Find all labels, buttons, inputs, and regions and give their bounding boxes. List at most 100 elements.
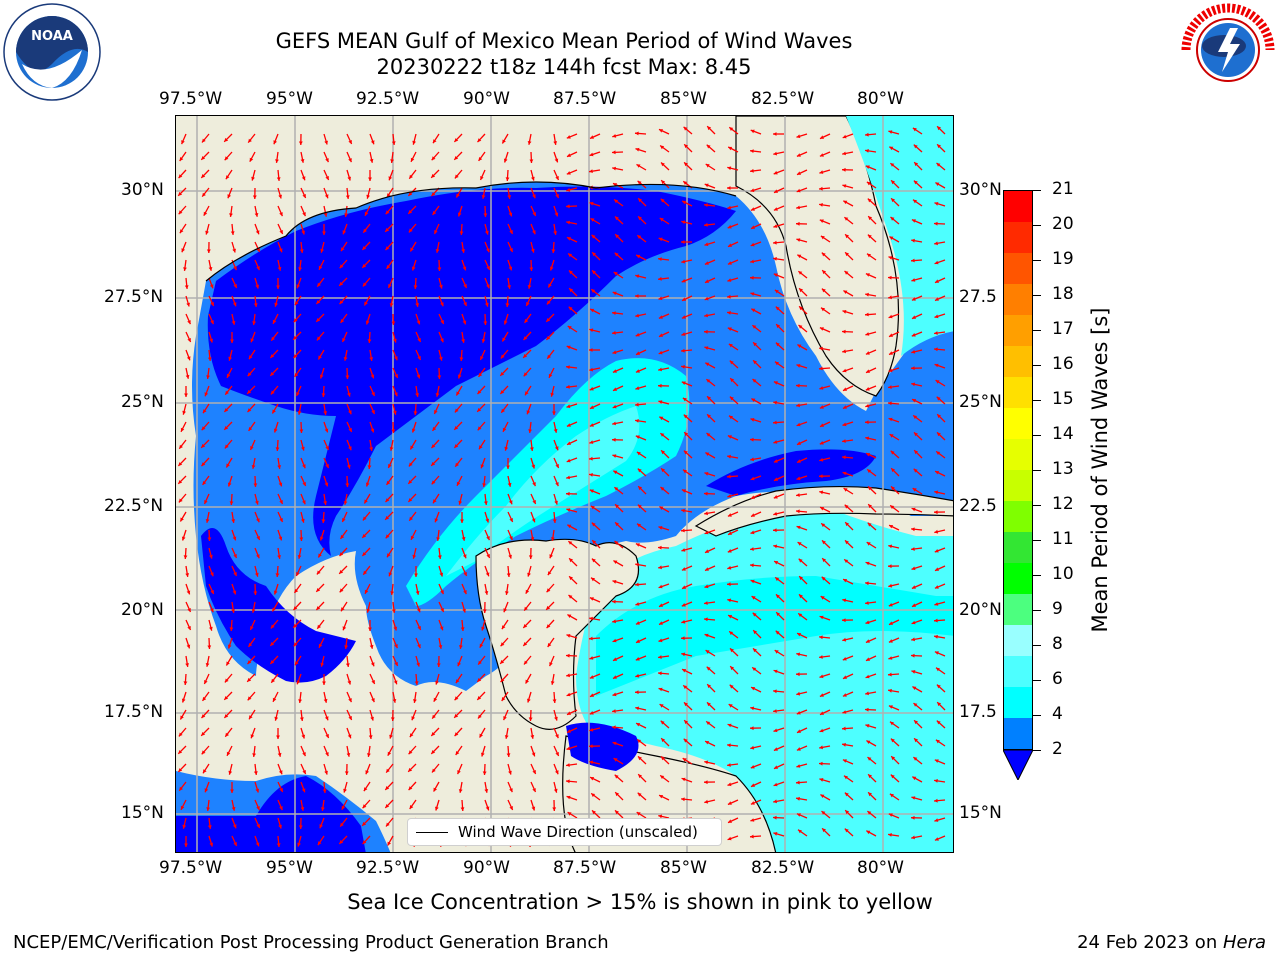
wave-arrow-head	[478, 372, 483, 377]
wave-arrow-head	[393, 338, 397, 343]
wave-arrow-head	[660, 198, 665, 203]
wave-arrow-head	[368, 177, 372, 181]
wave-arrow-head	[486, 284, 490, 289]
wave-arrow-head	[750, 530, 755, 535]
wave-arrow-head	[842, 184, 847, 188]
wave-arrow-head	[683, 414, 688, 419]
wave-arrow-head	[180, 517, 184, 522]
wave-arrow-head	[187, 626, 191, 630]
colorbar-tick-mark	[1033, 225, 1041, 226]
wave-arrow-head	[796, 813, 801, 817]
wave-arrow-head	[936, 720, 941, 725]
wave-arrow-head	[635, 386, 640, 390]
wave-arrow-head	[409, 174, 413, 179]
wave-arrow-head	[592, 540, 597, 545]
wave-arrow-head	[635, 369, 640, 373]
wave-arrow-head	[523, 336, 528, 340]
wave-arrow-head	[481, 752, 485, 757]
wave-arrow-head	[180, 715, 184, 720]
wave-arrow-head	[485, 230, 489, 235]
wave-arrow-head	[773, 257, 777, 261]
wave-arrow-head	[293, 318, 298, 323]
wave-arrow-head	[865, 601, 869, 605]
wave-arrow-head	[295, 661, 299, 666]
wave-arrow-head	[635, 435, 640, 439]
wave-arrow-head	[323, 698, 328, 703]
wave-arrow-head	[681, 332, 686, 336]
wave-arrow-head	[661, 756, 665, 761]
wave-arrow-head	[868, 216, 873, 221]
wave-arrow-head	[364, 589, 369, 594]
wave-arrow-head	[184, 843, 188, 847]
wave-arrow-head	[345, 663, 350, 667]
wave-arrow-head	[431, 192, 436, 197]
atlantic-water	[846, 116, 953, 356]
wave-arrow-head	[798, 325, 803, 329]
colorbar-tick-mark	[1033, 575, 1041, 576]
wave-arrow-head	[888, 639, 893, 643]
wave-arrow-head	[413, 285, 418, 289]
wave-arrow-head	[822, 270, 827, 275]
wave-arrow-head	[454, 138, 459, 142]
wave-arrow-head	[615, 234, 620, 239]
wave-arrow-head	[255, 788, 260, 793]
wave-arrow-head	[773, 832, 778, 836]
wave-arrow-head	[612, 404, 617, 409]
wave-arrow-head	[819, 635, 823, 640]
wave-arrow-head	[207, 825, 212, 829]
wave-arrow-head	[888, 564, 892, 569]
wave-arrow-head	[750, 834, 754, 839]
colorbar-tick-mark	[1033, 260, 1041, 261]
wave-arrow-head	[323, 411, 328, 415]
wave-arrow-head	[318, 553, 322, 558]
wave-arrow-head	[865, 351, 870, 355]
wave-arrow-head	[458, 789, 463, 793]
wave-arrow-head	[613, 272, 618, 276]
colorbar-tick-mark	[1033, 295, 1041, 296]
wave-arrow-head	[589, 440, 594, 444]
wave-arrow-head	[589, 760, 594, 765]
wave-arrow-head	[684, 144, 688, 149]
colorbar-tick-label: 6	[1052, 669, 1063, 689]
wave-arrow-head	[589, 636, 593, 641]
wave-arrow-head	[612, 369, 617, 373]
wave-arrow-head	[477, 696, 482, 700]
wave-arrow-head	[637, 504, 642, 509]
colorbar-segment	[1004, 718, 1032, 749]
wave-arrow-head	[935, 182, 940, 186]
wave-arrow-head	[751, 513, 755, 517]
wave-arrow-head	[202, 138, 206, 143]
wave-arrow-head	[436, 663, 441, 667]
wave-arrow-head	[865, 724, 870, 728]
wave-arrow-head	[390, 159, 394, 163]
wave-arrow-head	[298, 699, 302, 703]
map-panel	[175, 115, 954, 853]
lat-label: 15°N	[121, 803, 164, 823]
wave-arrow-head	[185, 663, 189, 667]
wave-arrow-head	[270, 354, 275, 358]
wave-arrow-head	[431, 732, 436, 736]
wave-arrow-head	[230, 231, 235, 235]
wave-arrow-head	[612, 741, 617, 746]
wave-arrow-head	[546, 624, 551, 629]
wave-arrow-head	[589, 489, 594, 493]
wave-arrow-head	[203, 409, 207, 414]
wave-arrow-head	[482, 771, 487, 775]
wave-arrow-head	[365, 770, 369, 775]
wave-arrow-head	[635, 419, 639, 423]
wave-arrow-head	[321, 393, 326, 397]
wave-arrow-head	[820, 235, 825, 240]
wave-arrow-head	[658, 671, 662, 676]
wave-arrow-head	[298, 825, 303, 829]
wave-arrow-head	[590, 505, 595, 510]
wave-arrow-head	[934, 331, 938, 335]
wave-arrow-head	[566, 171, 571, 175]
wave-arrow-head	[819, 366, 823, 371]
wave-arrow-head	[181, 698, 186, 703]
wave-arrow-head	[344, 771, 349, 775]
wave-arrow-head	[385, 786, 390, 790]
wave-arrow-head	[845, 522, 849, 527]
wave-arrow-head	[509, 230, 513, 234]
wave-arrow-head	[727, 782, 732, 787]
wave-arrow-head	[842, 471, 847, 476]
